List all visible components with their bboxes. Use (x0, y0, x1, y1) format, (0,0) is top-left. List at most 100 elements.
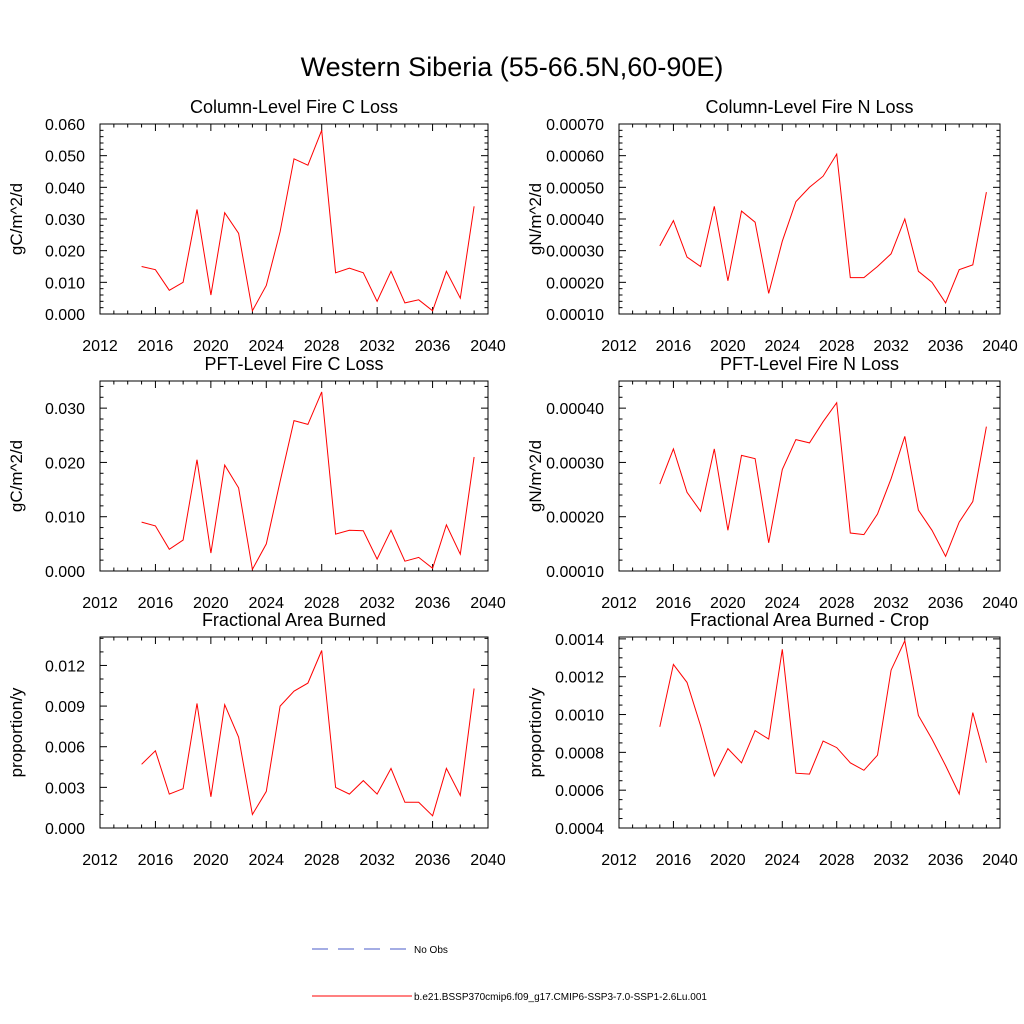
x-tick-label: 2024 (764, 595, 800, 612)
y-tick-label: 0.00020 (546, 275, 604, 292)
y-tick-label: 0.060 (45, 117, 85, 134)
x-tick-label: 2036 (928, 852, 964, 869)
series-line (659, 152, 987, 304)
y-tick-label: 0.0006 (555, 783, 604, 800)
panel-fractional-area-burned-crop: Fractional Area Burned - Crop proportion/… (526, 610, 1018, 869)
y-tick-label: 0.000 (45, 307, 85, 324)
y-tick-label: 0.0014 (555, 632, 604, 649)
panel-title: Fractional Area Burned (202, 610, 386, 630)
legend-label-no-obs: No Obs (414, 945, 448, 956)
y-tick-label: 0.00070 (546, 117, 604, 134)
x-tick-label: 2012 (601, 338, 637, 355)
x-tick-label: 2024 (248, 852, 284, 869)
x-tick-label: 2024 (764, 852, 800, 869)
legend: No Obs b.e21.BSSP370cmip6.f09_g17.CMIP6-… (312, 945, 707, 1003)
x-tick-label: 2036 (415, 595, 451, 612)
y-tick-label: 0.00050 (546, 180, 604, 197)
x-tick-label: 2036 (928, 595, 964, 612)
series-line (141, 650, 475, 817)
x-tick-label: 2040 (470, 338, 506, 355)
y-tick-label: 0.010 (45, 510, 85, 527)
panel-pft-fire-n-loss: PFT-Level Fire N Loss gN/m^2/d 2012 2016 202… (526, 354, 1018, 612)
panel-column-fire-n-loss: Column-Level Fire N Loss gN/m^2/d 2012 2016… (526, 97, 1018, 355)
x-tick-label: 2012 (82, 852, 118, 869)
y-tick-label: 0.0008 (555, 745, 604, 762)
series-line (141, 391, 475, 571)
y-tick-label: 0.0012 (555, 670, 604, 687)
y-tick-label: 0.012 (45, 658, 85, 675)
x-tick-label: 2016 (656, 338, 692, 355)
panel-title: Column-Level Fire C Loss (190, 97, 398, 117)
y-tick-label: 0.00040 (546, 401, 604, 418)
x-tick-label: 2036 (415, 852, 451, 869)
y-tick-label: 0.00030 (546, 244, 604, 261)
series-line (141, 130, 475, 313)
y-axis-label: gN/m^2/d (526, 183, 545, 255)
y-tick-label: 0.050 (45, 149, 85, 166)
series-line (659, 401, 987, 558)
x-tick-label: 2020 (710, 852, 746, 869)
series-line (659, 639, 987, 796)
y-tick-label: 0.00030 (546, 455, 604, 472)
y-axis-label: gC/m^2/d (7, 440, 26, 512)
y-tick-label: 0.00040 (546, 212, 604, 229)
x-tick-label: 2040 (982, 595, 1018, 612)
x-tick-label: 2040 (982, 338, 1018, 355)
y-tick-label: 0.0004 (555, 821, 604, 838)
y-axis-label: gC/m^2/d (7, 183, 26, 255)
x-tick-label: 2012 (82, 338, 118, 355)
x-tick-label: 2024 (248, 595, 284, 612)
x-tick-label: 2024 (248, 338, 284, 355)
x-tick-label: 2028 (304, 852, 340, 869)
x-tick-label: 2028 (819, 338, 855, 355)
x-tick-label: 2028 (304, 595, 340, 612)
y-tick-label: 0.009 (45, 699, 85, 716)
plot-frame (99, 123, 489, 315)
x-tick-label: 2036 (415, 338, 451, 355)
y-tick-label: 0.020 (45, 244, 85, 261)
y-tick-label: 0.010 (45, 275, 85, 292)
y-tick-label: 0.0010 (555, 708, 604, 725)
x-tick-label: 2016 (138, 338, 174, 355)
y-tick-label: 0.00010 (546, 307, 604, 324)
x-tick-label: 2040 (982, 852, 1018, 869)
panel-title: PFT-Level Fire C Loss (204, 354, 383, 374)
y-tick-label: 0.030 (45, 401, 85, 418)
x-tick-label: 2020 (193, 595, 229, 612)
x-tick-label: 2020 (193, 338, 229, 355)
x-tick-label: 2032 (873, 852, 909, 869)
legend-label-model-run: b.e21.BSSP370cmip6.f09_g17.CMIP6-SSP3-7.… (414, 992, 707, 1003)
y-tick-label: 0.000 (45, 564, 85, 581)
x-tick-label: 2012 (82, 595, 118, 612)
panel-pft-fire-c-loss: PFT-Level Fire C Loss gC/m^2/d 2012 2016 202… (7, 354, 506, 612)
y-axis-label: proportion/y (526, 687, 545, 777)
x-tick-label: 2032 (873, 595, 909, 612)
y-axis-label: gN/m^2/d (526, 440, 545, 512)
y-tick-label: 0.006 (45, 740, 85, 757)
plot-frame (99, 380, 489, 572)
x-tick-label: 2028 (819, 595, 855, 612)
y-tick-label: 0.00060 (546, 149, 604, 166)
plot-frame (99, 636, 489, 829)
x-tick-label: 2036 (928, 338, 964, 355)
plot-frame (618, 636, 1001, 829)
panel-title: Column-Level Fire N Loss (705, 97, 913, 117)
x-tick-label: 2032 (359, 338, 395, 355)
panel-title: PFT-Level Fire N Loss (720, 354, 899, 374)
y-tick-label: 0.000 (45, 821, 85, 838)
x-tick-label: 2024 (764, 338, 800, 355)
y-tick-label: 0.040 (45, 180, 85, 197)
x-tick-label: 2016 (656, 595, 692, 612)
plot-frame (618, 123, 1001, 315)
x-tick-label: 2032 (359, 852, 395, 869)
panel-fractional-area-burned: Fractional Area Burned proportion/y 2012 20… (7, 610, 506, 869)
x-tick-label: 2032 (359, 595, 395, 612)
x-tick-label: 2016 (656, 852, 692, 869)
x-tick-label: 2040 (470, 852, 506, 869)
panel-column-fire-c-loss: Column-Level Fire C Loss gC/m^2/d 2012 2016… (7, 97, 506, 355)
y-tick-label: 0.020 (45, 455, 85, 472)
x-tick-label: 2028 (819, 852, 855, 869)
x-tick-label: 2040 (470, 595, 506, 612)
figure-title: Western Siberia (55-66.5N,60-90E) (301, 52, 724, 82)
